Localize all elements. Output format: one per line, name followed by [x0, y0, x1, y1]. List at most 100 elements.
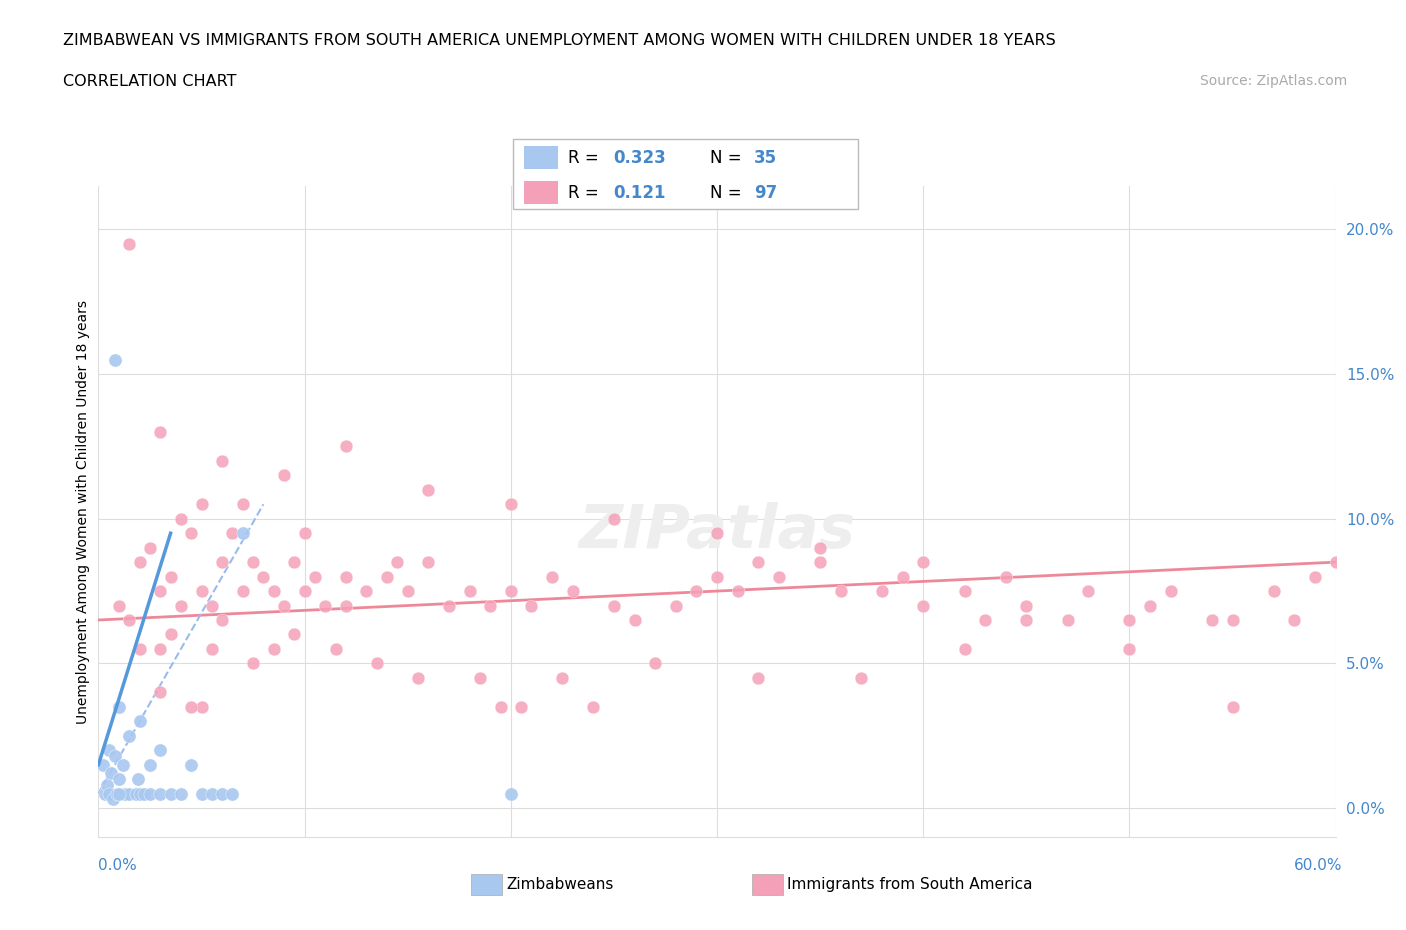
Point [499, 584, 522, 599]
Point [953, 584, 976, 599]
Point [1118, 613, 1140, 628]
Point [232, 584, 254, 599]
Point [211, 786, 233, 801]
Text: 0.323: 0.323 [613, 149, 666, 166]
Point [468, 671, 491, 685]
Point [870, 584, 893, 599]
Point [128, 642, 150, 657]
Point [768, 569, 790, 584]
Point [108, 786, 131, 801]
Point [294, 584, 316, 599]
Point [1284, 613, 1306, 628]
Point [808, 554, 831, 569]
Point [356, 584, 378, 599]
Point [91, 757, 114, 772]
Point [551, 671, 574, 685]
Point [139, 786, 162, 801]
Point [180, 699, 202, 714]
Point [1056, 613, 1078, 628]
Text: N =: N = [710, 183, 747, 202]
Point [1139, 598, 1161, 613]
Point [1303, 569, 1326, 584]
Point [118, 236, 141, 251]
Point [201, 786, 224, 801]
Point [747, 671, 769, 685]
Point [273, 598, 295, 613]
Point [1015, 613, 1038, 628]
Point [128, 714, 150, 729]
Point [1263, 584, 1285, 599]
Point [437, 598, 460, 613]
Point [221, 525, 243, 540]
Text: Zimbabweans: Zimbabweans [506, 877, 613, 892]
Point [170, 598, 193, 613]
Point [252, 569, 274, 584]
Point [118, 786, 141, 801]
Point [232, 525, 254, 540]
Point [499, 497, 522, 512]
Point [273, 468, 295, 483]
Point [263, 584, 285, 599]
Point [149, 786, 172, 801]
Point [149, 584, 172, 599]
Point [994, 569, 1017, 584]
Point [458, 584, 481, 599]
Point [104, 749, 127, 764]
Point [108, 699, 131, 714]
Point [510, 699, 533, 714]
Point [325, 642, 347, 657]
FancyBboxPatch shape [513, 140, 858, 209]
Point [520, 598, 543, 613]
Point [263, 642, 285, 657]
Point [159, 786, 181, 801]
Point [304, 569, 326, 584]
Point [294, 525, 316, 540]
Point [1324, 554, 1347, 569]
Point [190, 584, 212, 599]
Point [118, 728, 141, 743]
Point [623, 613, 645, 628]
Point [128, 554, 150, 569]
Point [159, 627, 181, 642]
Point [912, 554, 935, 569]
Point [406, 671, 429, 685]
Point [180, 525, 202, 540]
Point [211, 554, 233, 569]
Point [665, 598, 688, 613]
Point [418, 483, 440, 498]
Point [124, 786, 146, 801]
Text: CORRELATION CHART: CORRELATION CHART [63, 74, 236, 89]
Point [190, 786, 212, 801]
Point [149, 424, 172, 439]
Point [561, 584, 583, 599]
Point [418, 554, 440, 569]
Point [190, 699, 212, 714]
Point [706, 525, 728, 540]
Point [159, 569, 181, 584]
Point [582, 699, 605, 714]
Point [644, 656, 666, 671]
Point [242, 554, 264, 569]
Point [1077, 584, 1099, 599]
Point [489, 699, 512, 714]
Point [97, 743, 120, 758]
Point [149, 642, 172, 657]
Point [201, 598, 224, 613]
Point [366, 656, 388, 671]
Point [114, 786, 136, 801]
Point [974, 613, 997, 628]
Point [396, 584, 419, 599]
Point [112, 757, 135, 772]
Point [912, 598, 935, 613]
Point [132, 786, 155, 801]
Point [479, 598, 502, 613]
Text: ZIMBABWEAN VS IMMIGRANTS FROM SOUTH AMERICA UNEMPLOYMENT AMONG WOMEN WITH CHILDR: ZIMBABWEAN VS IMMIGRANTS FROM SOUTH AMER… [63, 33, 1056, 47]
Y-axis label: Unemployment Among Women with Children Under 18 years: Unemployment Among Women with Children U… [76, 299, 90, 724]
Point [1015, 598, 1038, 613]
Point [541, 569, 564, 584]
Point [335, 439, 357, 454]
Point [685, 584, 707, 599]
Point [335, 569, 357, 584]
Point [108, 598, 131, 613]
Point [211, 454, 233, 469]
